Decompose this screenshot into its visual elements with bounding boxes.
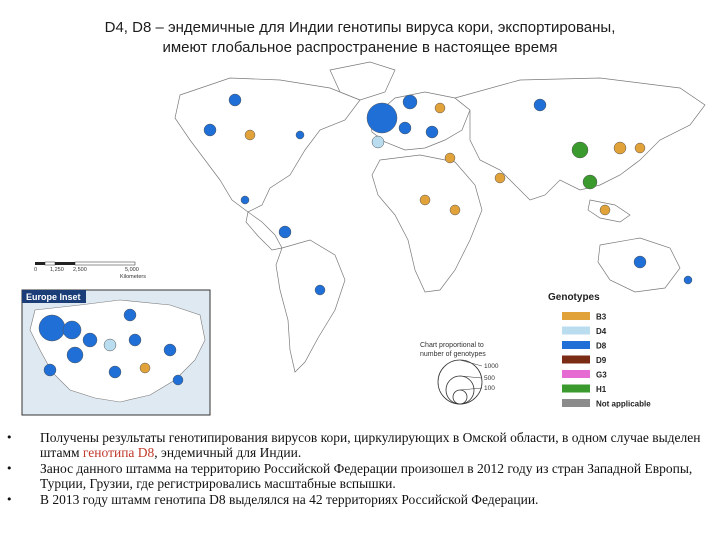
inset-pie-balkans bbox=[139, 362, 151, 374]
size-legend: Chart proportional to number of genotype… bbox=[420, 342, 499, 405]
pie-europe-east bbox=[398, 121, 412, 135]
world-pies bbox=[203, 93, 693, 296]
legend-label-h1: H1 bbox=[596, 385, 607, 394]
pie-uk bbox=[366, 102, 398, 134]
inset-pie-ukraine bbox=[163, 343, 177, 357]
pie-africa-east bbox=[449, 204, 461, 216]
pie-usa-center bbox=[244, 129, 256, 141]
pie-russia-west bbox=[434, 102, 446, 114]
pie-russia-center bbox=[533, 98, 547, 112]
pie-usa-east bbox=[295, 130, 305, 140]
inset-pie-nordic bbox=[123, 308, 137, 322]
bullet-1: Получены результаты генотипирования виру… bbox=[6, 430, 713, 460]
scale-bar: 0 1,250 2,500 5,000 Kilometers bbox=[34, 261, 146, 280]
africa-shape bbox=[371, 154, 483, 293]
pie-africa-west bbox=[419, 194, 431, 206]
legend-label-d8: D8 bbox=[596, 342, 607, 351]
pie-canada bbox=[228, 93, 242, 107]
legend-swatch-h1 bbox=[562, 384, 590, 393]
bullet-1-part-2: , эндемичный для Индии. bbox=[154, 445, 302, 460]
bullet-list: Получены результаты генотипирования виру… bbox=[6, 430, 713, 508]
legend-label-not-applicable: Not applicable bbox=[596, 400, 651, 409]
pie-middle-east bbox=[444, 152, 456, 164]
chart-note-line-2: number of genotypes bbox=[420, 351, 486, 358]
legend-title: Genotypes bbox=[548, 292, 600, 303]
chart-note-line-1: Chart proportional to bbox=[420, 342, 484, 349]
pie-usa-west bbox=[203, 123, 217, 137]
size-legend-100: 100 bbox=[484, 385, 495, 392]
bullet-1-part-1: Получены результаты генотипирования виру… bbox=[40, 430, 701, 460]
pie-india bbox=[494, 172, 506, 184]
title-line-2: имеют глобальное распространение в насто… bbox=[162, 39, 558, 56]
pie-japan bbox=[634, 142, 646, 154]
pie-nz bbox=[683, 275, 693, 285]
bullet-2: Занос данного штамма на территорию Росси… bbox=[6, 461, 713, 491]
inset-pie-benelux bbox=[82, 332, 98, 348]
genotype-legend: Genotypes B3 D4 D8 D9 G3 H1 Not applicable bbox=[548, 292, 651, 409]
pie-se-asia bbox=[582, 174, 598, 190]
legend-label-g3: G3 bbox=[596, 371, 607, 380]
title-line-1: D4, D8 – эндемичные для Индии генотипы в… bbox=[104, 19, 616, 36]
europe-inset-title: Europe Inset bbox=[26, 292, 81, 302]
pie-france bbox=[371, 135, 385, 149]
south-america-shape bbox=[275, 239, 346, 373]
legend-swatch-d9 bbox=[562, 355, 590, 364]
legend-swatch-d8 bbox=[562, 341, 590, 349]
pie-china bbox=[613, 141, 627, 155]
legend-swatch-not-applicable bbox=[562, 399, 590, 407]
pie-south-america bbox=[278, 225, 292, 239]
greenland-shape bbox=[329, 61, 396, 101]
scale-label-3: 5,000 bbox=[125, 267, 139, 273]
pie-mongolia bbox=[571, 141, 589, 159]
legend-label-b3: B3 bbox=[596, 313, 607, 322]
pie-mexico bbox=[240, 195, 250, 205]
legend-swatch-d4 bbox=[562, 326, 590, 335]
size-legend-1000: 1000 bbox=[484, 363, 499, 370]
page-title: D4, D8 – эндемичные для Индии генотипы в… bbox=[20, 18, 700, 58]
inset-pie-uk bbox=[38, 314, 66, 342]
central-america-shape bbox=[245, 211, 283, 251]
scale-label-0: 0 bbox=[34, 267, 37, 273]
inset-pie-poland bbox=[128, 333, 142, 347]
scale-label-1: 1,250 bbox=[50, 267, 64, 273]
inset-pie-turkey bbox=[172, 374, 184, 386]
legend-label-d4: D4 bbox=[596, 327, 607, 336]
pie-australia bbox=[633, 255, 647, 269]
inset-pie-france bbox=[66, 346, 84, 364]
bullet-1-highlight: генотипа D8 bbox=[82, 445, 155, 460]
legend-items: B3 D4 D8 D9 G3 H1 Not applicable bbox=[562, 312, 651, 409]
inset-pie-spain bbox=[43, 363, 57, 377]
inset-pie-uk-2 bbox=[62, 320, 82, 340]
scale-label-2: 2,500 bbox=[73, 267, 87, 273]
legend-swatch-b3 bbox=[562, 312, 590, 320]
pie-indonesia bbox=[599, 204, 611, 216]
inset-pie-germany bbox=[103, 338, 117, 352]
inset-pie-italy bbox=[108, 365, 122, 379]
size-legend-500: 500 bbox=[484, 375, 495, 382]
legend-swatch-g3 bbox=[562, 370, 590, 378]
europe-inset: Europe Inset bbox=[21, 289, 211, 416]
north-america-shape bbox=[174, 77, 361, 213]
pie-brazil bbox=[314, 284, 326, 296]
pie-turkey bbox=[425, 125, 439, 139]
bullet-3: В 2013 году штамм генотипа D8 выделялся … bbox=[6, 492, 713, 507]
pie-scandinavia bbox=[402, 94, 418, 110]
scale-unit: Kilometers bbox=[120, 274, 146, 280]
legend-label-d9: D9 bbox=[596, 356, 607, 365]
asia-shape bbox=[454, 77, 706, 201]
